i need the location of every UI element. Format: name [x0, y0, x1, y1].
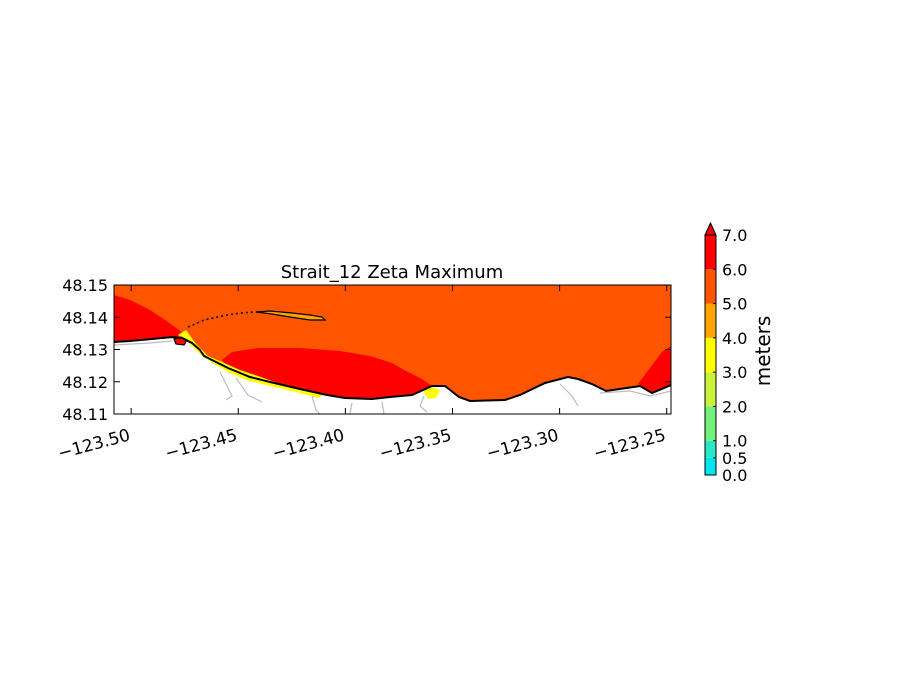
- colorbar-segment: [705, 269, 716, 304]
- y-tick-label: 48.12: [62, 373, 108, 392]
- y-tick-label: 48.11: [62, 405, 108, 424]
- colorbar-tick-label: 5.0: [722, 295, 747, 314]
- land-outline-gray: [114, 340, 671, 414]
- colorbar-segment: [705, 457, 716, 475]
- colorbar-tick-label: 4.0: [722, 329, 747, 348]
- region-spit: [255, 310, 327, 321]
- region-creek-shallow: [422, 387, 440, 399]
- colorbar-segment: [705, 337, 716, 373]
- region-east-high: [638, 346, 671, 393]
- colorbar-label: meters: [751, 316, 775, 387]
- coastline: [114, 335, 671, 403]
- x-tick-label: −123.25: [592, 426, 668, 464]
- region-northwest-high: [114, 295, 183, 342]
- colorbar-segment: [705, 372, 716, 407]
- x-tick-label: −123.45: [163, 426, 239, 464]
- colorbar-segment: [705, 303, 716, 338]
- colorbar-tick-label: 0.5: [722, 449, 747, 468]
- colorbar-tick-label: 0.0: [722, 466, 747, 485]
- colorbar-tick-label: 3.0: [722, 363, 747, 382]
- y-tick-label: 48.13: [62, 341, 108, 360]
- colorbar-extend-arrow: [704, 221, 717, 236]
- y-tick-label: 48.14: [62, 308, 108, 327]
- x-tick-label: −123.50: [56, 426, 132, 464]
- region-central-high: [222, 348, 432, 399]
- colorbar-tick-label: 7.0: [722, 226, 747, 245]
- colorbar-segment: [705, 235, 716, 270]
- colorbar-tick-label: 1.0: [722, 432, 747, 451]
- y-tick-label: 48.15: [62, 276, 108, 295]
- colorbar-tick-label: 2.0: [722, 397, 747, 416]
- colorbar-segment: [705, 406, 716, 441]
- spit-dashed-outline: [187, 311, 257, 328]
- x-tick-label: −123.40: [270, 426, 346, 464]
- x-tick-label: −123.30: [484, 426, 560, 464]
- colorbar-frame: [704, 235, 717, 476]
- x-tick-label: −123.35: [377, 426, 453, 464]
- y-axis: 48.11 48.12 48.13 48.14 48.15: [62, 276, 671, 424]
- colorbar: 0.00.51.0 2.0 3.0 4.0 5.0 6.0 7.0: [704, 221, 747, 485]
- map-plot: [114, 285, 671, 414]
- chart-title: Strait_12 Zeta Maximum: [281, 262, 504, 283]
- colorbar-tick-label: 6.0: [722, 260, 747, 279]
- colorbar-segment: [705, 440, 716, 458]
